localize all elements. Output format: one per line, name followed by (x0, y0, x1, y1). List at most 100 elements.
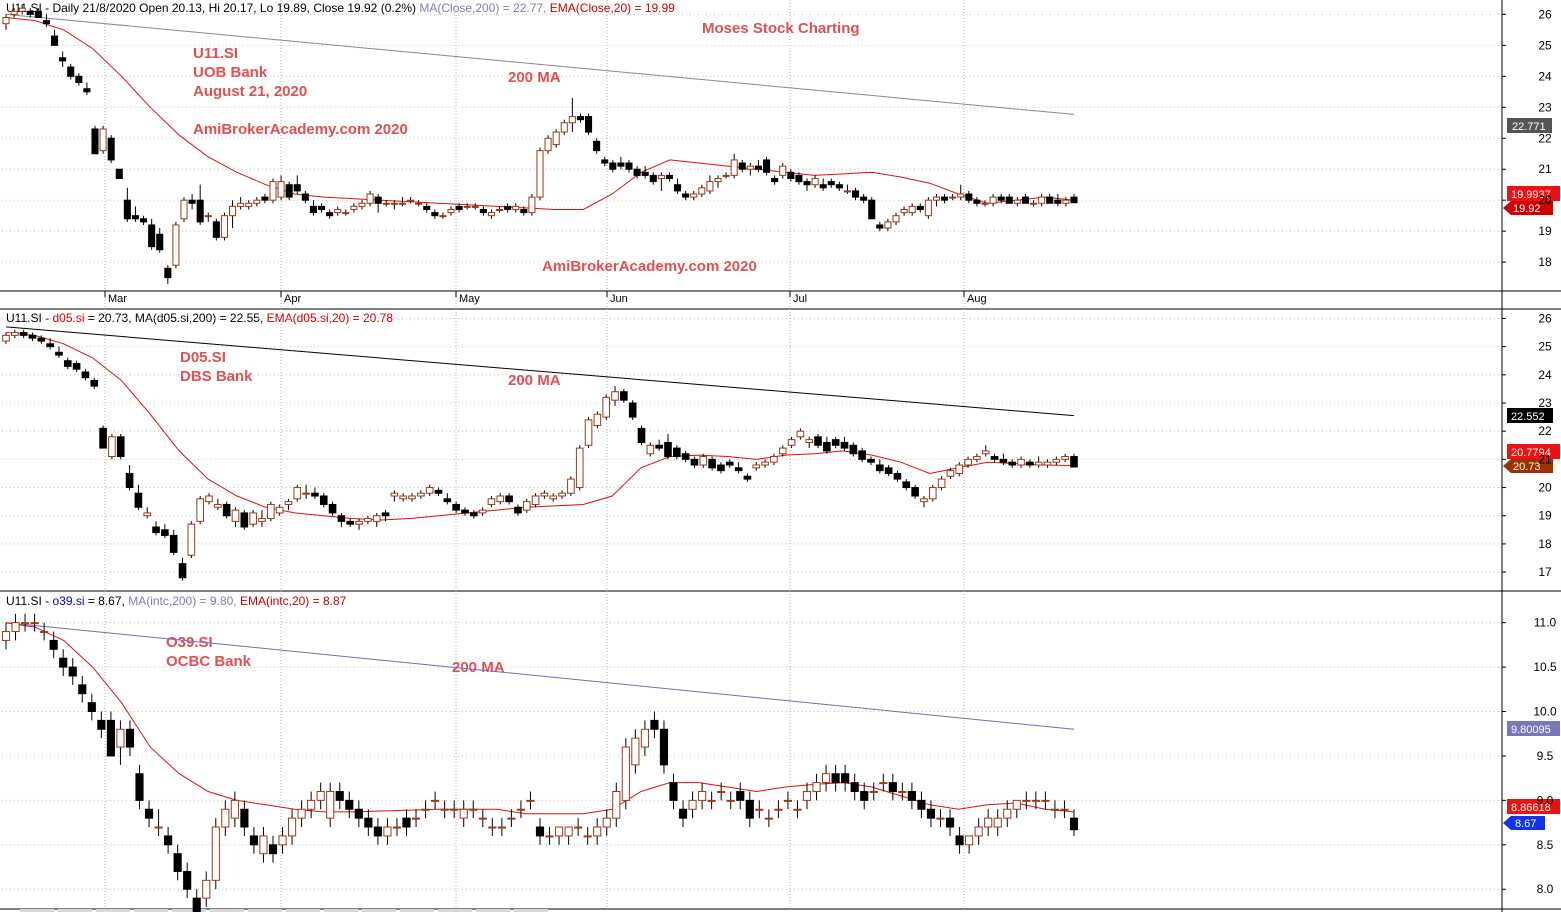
middle-candle (19, 332, 28, 336)
middle-ytick-label: 21 (1538, 452, 1552, 466)
top-candle (617, 162, 625, 167)
middle-candle (258, 518, 266, 522)
bottom-candle (516, 808, 526, 811)
bottom-candle (478, 817, 487, 820)
middle-candle (381, 512, 390, 517)
middle-header-sym2: d05.si (52, 311, 84, 325)
middle-candle (620, 391, 628, 401)
middle-candle (443, 498, 452, 503)
top-candle (504, 205, 512, 210)
top-candle (382, 202, 390, 205)
top-candle (172, 224, 180, 266)
middle-candle (1061, 456, 1069, 460)
top-candle (989, 196, 997, 204)
bottom-candle (116, 728, 125, 748)
top-candle (374, 196, 382, 204)
middle-candle (867, 458, 875, 463)
top-candle (706, 181, 714, 192)
bottom-candle (307, 799, 316, 810)
middle-ytick-label: 18 (1538, 537, 1552, 551)
middle-candle (425, 487, 434, 494)
bottom-candle (402, 817, 411, 828)
bottom-candle (993, 817, 1002, 828)
bottom-candle (421, 808, 430, 811)
middle-ytick-label: 26 (1538, 311, 1552, 325)
bottom-ma200-label-box (1507, 721, 1560, 736)
sheet-tab (438, 909, 472, 912)
bottom-candle (850, 782, 859, 792)
top-candle (309, 205, 317, 214)
top-candle (479, 208, 487, 214)
top-candle (916, 205, 924, 210)
middle-candle (222, 503, 231, 517)
top-candle (253, 199, 261, 204)
bottom-candle (545, 835, 554, 838)
bottom-candle (879, 782, 888, 785)
bottom-candle (612, 790, 621, 819)
middle-candle (761, 461, 769, 466)
top-candle (285, 184, 293, 198)
top-candle (552, 131, 560, 145)
top-candle (261, 196, 269, 201)
middle-candle (690, 458, 699, 466)
middle-candle (805, 439, 814, 443)
middle-candle (496, 495, 505, 503)
bottom-candle (373, 826, 382, 837)
top-candle (981, 202, 989, 205)
middle-candle (240, 512, 249, 528)
middle-candle (575, 447, 584, 489)
bottom-candle (888, 782, 897, 792)
middle-candle (964, 458, 972, 466)
top-candle (180, 199, 188, 220)
top-candle (99, 128, 107, 152)
sheet-tab (476, 909, 510, 912)
top-candle (924, 199, 932, 217)
bottom-candle (345, 799, 354, 810)
middle-candle (937, 478, 946, 489)
top-candle (763, 159, 771, 173)
bottom-candle (984, 817, 993, 828)
bottom-header-sym2: o39.si (52, 594, 84, 608)
bottom-candle (135, 773, 144, 801)
middle-header-info: = 20.73, MA(d05.si,200) = 22.55, (85, 311, 267, 325)
top-candle (131, 215, 139, 220)
middle-ema-label-box (1507, 444, 1560, 459)
middle-candle (673, 447, 681, 458)
top-candle (237, 202, 245, 207)
top-candle (1062, 199, 1070, 204)
top-candle (544, 137, 552, 152)
middle-candle (1043, 461, 1052, 466)
top-candle (746, 165, 754, 170)
annotation-symbol-uob: U11.SI (193, 45, 238, 62)
bottom-ytick-label: 11.0 (1534, 616, 1557, 630)
top-candle (876, 224, 884, 229)
middle-candle (187, 523, 196, 556)
bottom-candle (144, 808, 154, 819)
top-candle (649, 174, 657, 183)
top-candle (512, 205, 520, 210)
annotation-name-ocbc: OCBC Bank (166, 653, 252, 670)
bottom-candle (926, 808, 936, 819)
annotation-symbol-dbs: D05.SI (180, 349, 226, 366)
top-ytick-label: 18 (1538, 255, 1552, 269)
top-candle (892, 215, 900, 223)
middle-candle (540, 492, 549, 497)
bottom-ema-label-box (1507, 799, 1560, 814)
top-candle (318, 205, 326, 210)
middle-candle (637, 427, 646, 443)
top-candle (601, 159, 609, 164)
top-candle (277, 181, 285, 198)
bottom-candle (240, 808, 249, 828)
top-candle (593, 140, 601, 152)
top-candle (900, 208, 908, 214)
top-candle (75, 75, 83, 84)
bottom-header-symbol: U11.SI (6, 594, 42, 608)
month-label-jul: Jul (793, 293, 807, 305)
top-candle (26, 10, 34, 15)
top-candle (730, 159, 738, 176)
bottom-candle (287, 817, 297, 837)
bottom-candle (507, 817, 516, 820)
bottom-candle (11, 622, 20, 633)
top-candle (973, 199, 981, 204)
